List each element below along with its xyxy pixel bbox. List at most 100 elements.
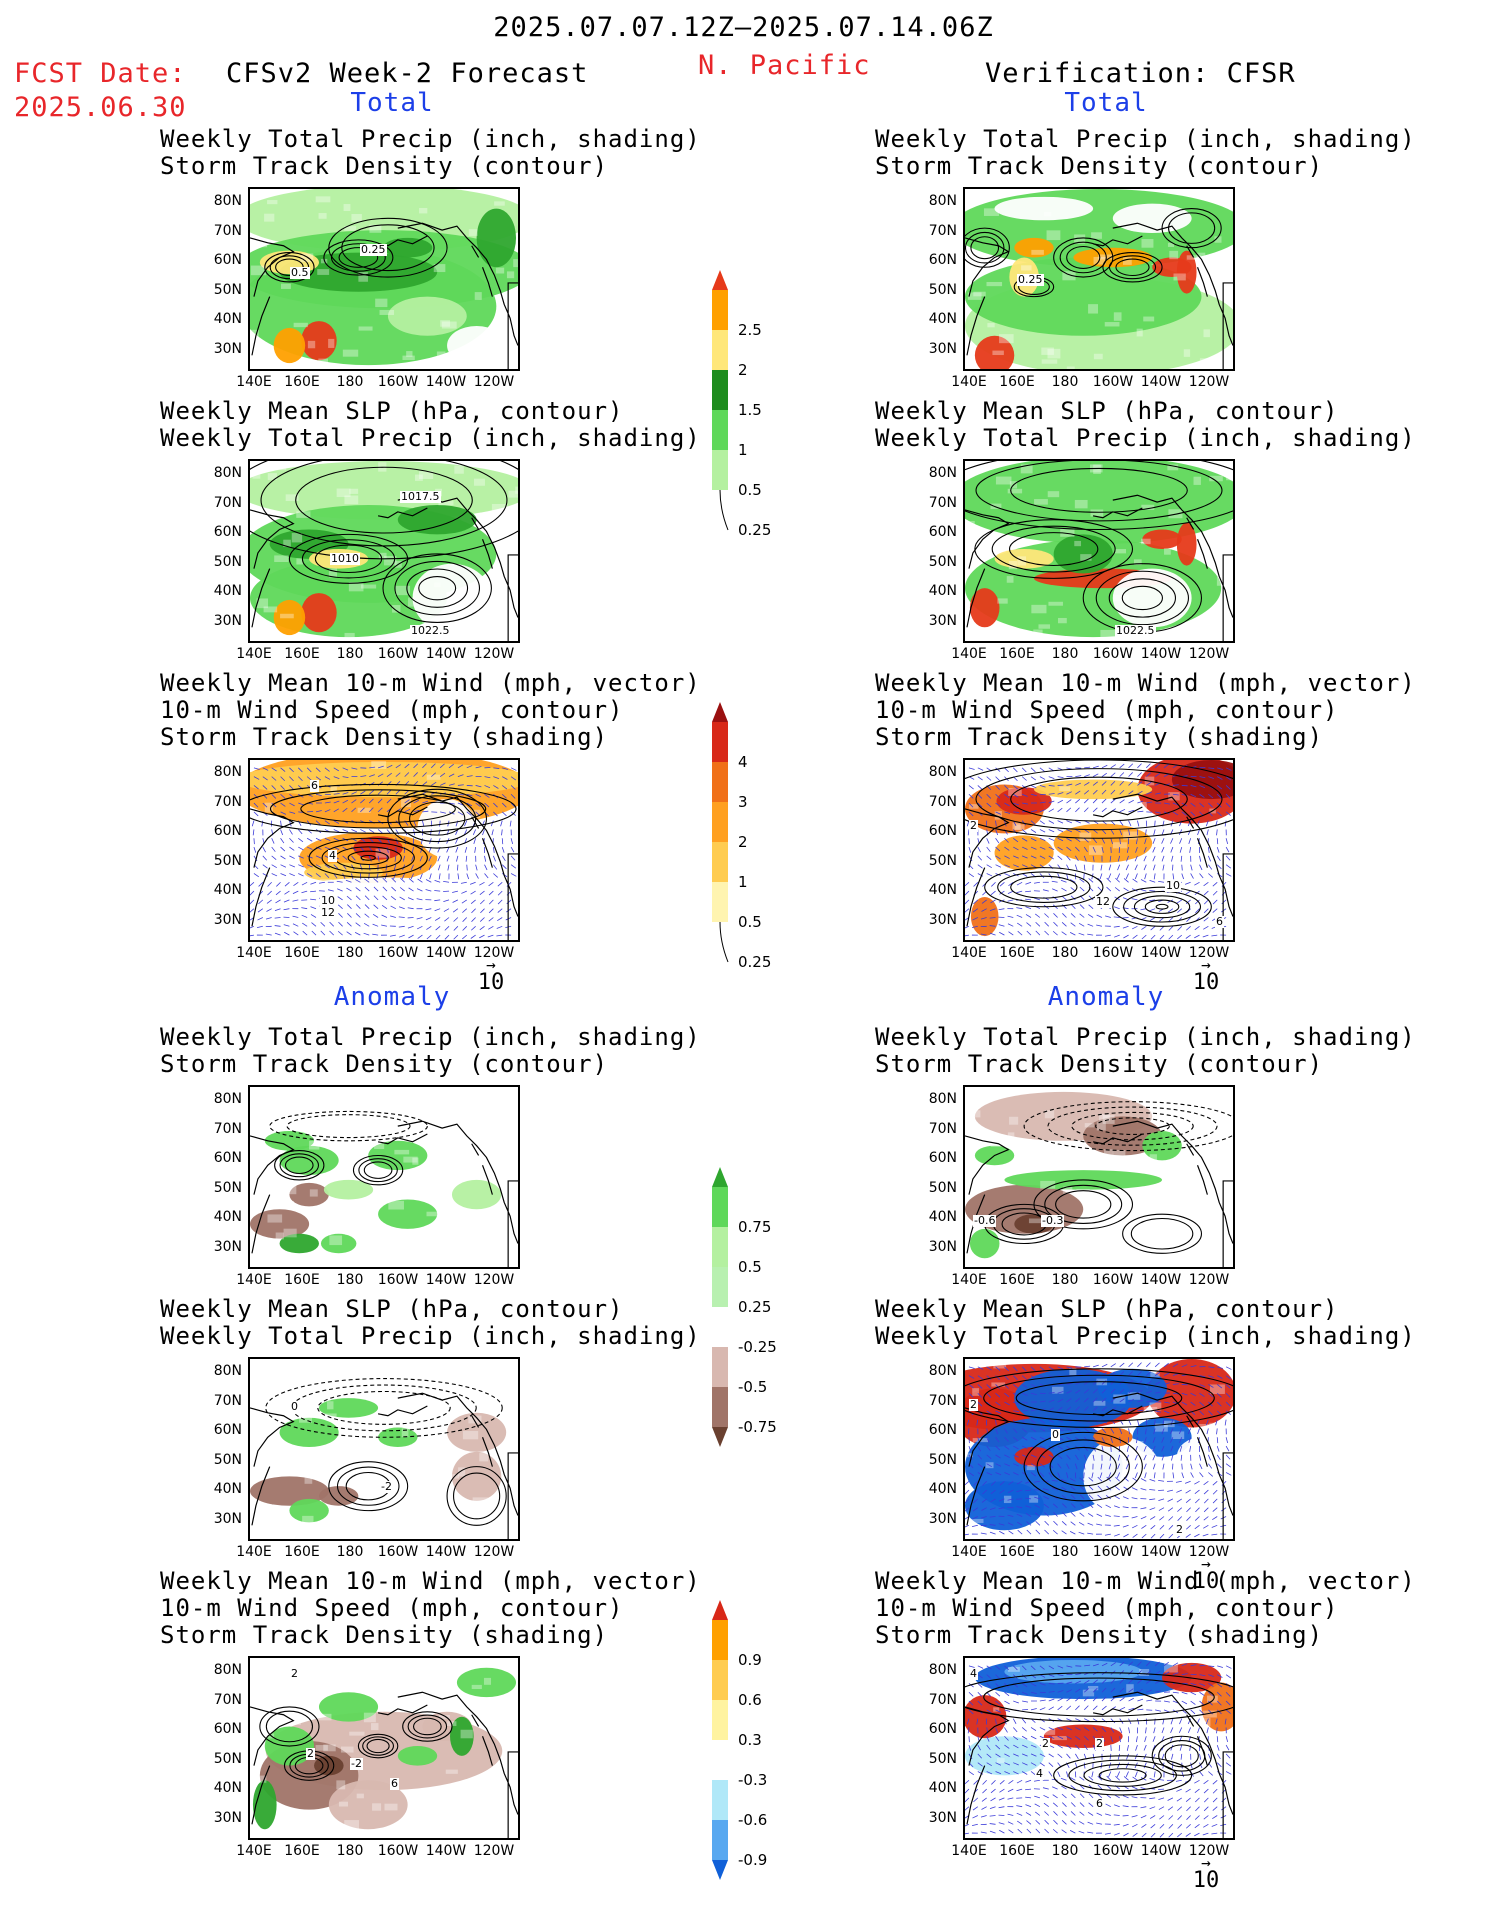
wind-vector [1070, 895, 1076, 901]
colorbar-tick-label: -0.6 [738, 1811, 768, 1829]
wind-vector [470, 934, 476, 939]
wind-vector [1069, 879, 1076, 883]
wind-vector [1062, 913, 1067, 918]
wind-vector [491, 829, 494, 836]
wind-vector [1083, 1472, 1085, 1479]
shaded-region [1176, 522, 1197, 566]
shaded-cell [516, 1371, 518, 1380]
wind-vector [1177, 1815, 1183, 1820]
wind-vector [1137, 1708, 1144, 1711]
wind-vector [1155, 1391, 1162, 1394]
wind-vector [1070, 1793, 1076, 1799]
wind-vector [1070, 1486, 1076, 1491]
shaded-cell [1228, 522, 1233, 530]
wind-vector [1066, 1705, 1072, 1711]
wind-vector [1134, 873, 1138, 880]
wind-vector [1185, 890, 1191, 895]
wind-vector [1146, 1689, 1152, 1693]
wind-vector [1087, 933, 1094, 936]
wind-vector [1075, 1397, 1081, 1403]
wind-vector [989, 1830, 996, 1834]
vector-ref-value: 10 [477, 970, 505, 995]
wind-vector [1012, 829, 1018, 835]
shaded-cell [986, 281, 1003, 287]
wind-vector [1149, 1815, 1156, 1819]
wind-vector [364, 904, 370, 909]
wind-vector [364, 895, 370, 901]
wind-vector [1004, 1375, 1009, 1381]
wind-vector [393, 873, 397, 880]
shaded-cell [403, 1820, 417, 1829]
shaded-cell [358, 326, 373, 331]
coastline [965, 793, 1233, 940]
wind-vector [501, 855, 506, 862]
shaded-cell [1009, 1250, 1017, 1258]
wind-vector [1199, 802, 1205, 808]
shaded-cell [1003, 889, 1019, 898]
wind-vector [434, 908, 441, 912]
lon-tick-label: 160E [284, 945, 320, 961]
wind-vector [1110, 1397, 1116, 1403]
wind-vector [1012, 1727, 1018, 1733]
wind-vector [497, 908, 503, 913]
wind-vector [1126, 1445, 1129, 1452]
wind-vector [377, 789, 383, 795]
wind-vector [1048, 1727, 1055, 1731]
wind-vector [977, 1401, 983, 1407]
wind-vector [965, 1489, 970, 1495]
shaded-region [450, 1716, 474, 1756]
shaded-region [250, 1476, 329, 1506]
wind-vector [266, 899, 272, 904]
wind-vector [1110, 829, 1115, 835]
wind-vector [398, 916, 405, 918]
lat-tick-label: 70N [928, 1392, 957, 1409]
wind-vector [425, 917, 432, 921]
wind-vector [1075, 846, 1080, 852]
shaded-cell [968, 804, 979, 809]
wind-vector [1096, 1822, 1103, 1825]
wind-vector [1066, 846, 1072, 851]
wind-vector [1190, 1700, 1196, 1705]
wind-vector [1048, 1762, 1054, 1767]
wind-vector [1083, 807, 1089, 813]
wind-vector [1061, 895, 1067, 901]
wind-vector [1143, 1454, 1147, 1461]
wind-vector [426, 925, 432, 930]
wind-vector [1039, 1762, 1045, 1767]
shaded-cell [1084, 1256, 1094, 1267]
wind-vector [1143, 1463, 1147, 1470]
shaded-cell [374, 1140, 385, 1150]
wind-vector [1132, 878, 1138, 883]
shaded-cell [323, 1744, 336, 1752]
wind-vector [1021, 1762, 1028, 1766]
wind-vector [1008, 1829, 1014, 1834]
wind-vector [1135, 1736, 1138, 1743]
wind-vector [444, 934, 450, 940]
wind-vector [1159, 1516, 1165, 1521]
shaded-region [383, 237, 433, 258]
wind-vector [306, 864, 313, 868]
wind-vector [1208, 1410, 1213, 1416]
wind-vector [1079, 1802, 1085, 1807]
wind-vector [381, 914, 388, 918]
wind-vector [408, 934, 414, 939]
wind-vector [289, 873, 295, 877]
shaded-cell [1091, 232, 1102, 239]
wind-vector [253, 855, 258, 862]
shaded-cell [338, 1801, 349, 1807]
wind-vector [497, 899, 503, 905]
shaded-cell [1222, 1764, 1233, 1771]
shaded-cell [465, 878, 473, 885]
wind-vector [1004, 1366, 1009, 1372]
wind-vector [1066, 829, 1073, 833]
wind-vector [1048, 837, 1055, 841]
wind-vector [968, 1709, 974, 1715]
wind-vector [1021, 1366, 1027, 1372]
wind-vector [1061, 1494, 1067, 1500]
wind-vector [1021, 1436, 1028, 1441]
lon-tick-label: 140W [425, 374, 467, 390]
wind-vector [1092, 1663, 1099, 1667]
date-range-title: 2025.07.07.12Z–2025.07.14.06Z [493, 12, 994, 43]
wind-vector [1163, 1661, 1169, 1667]
wind-vector [1123, 1533, 1129, 1538]
